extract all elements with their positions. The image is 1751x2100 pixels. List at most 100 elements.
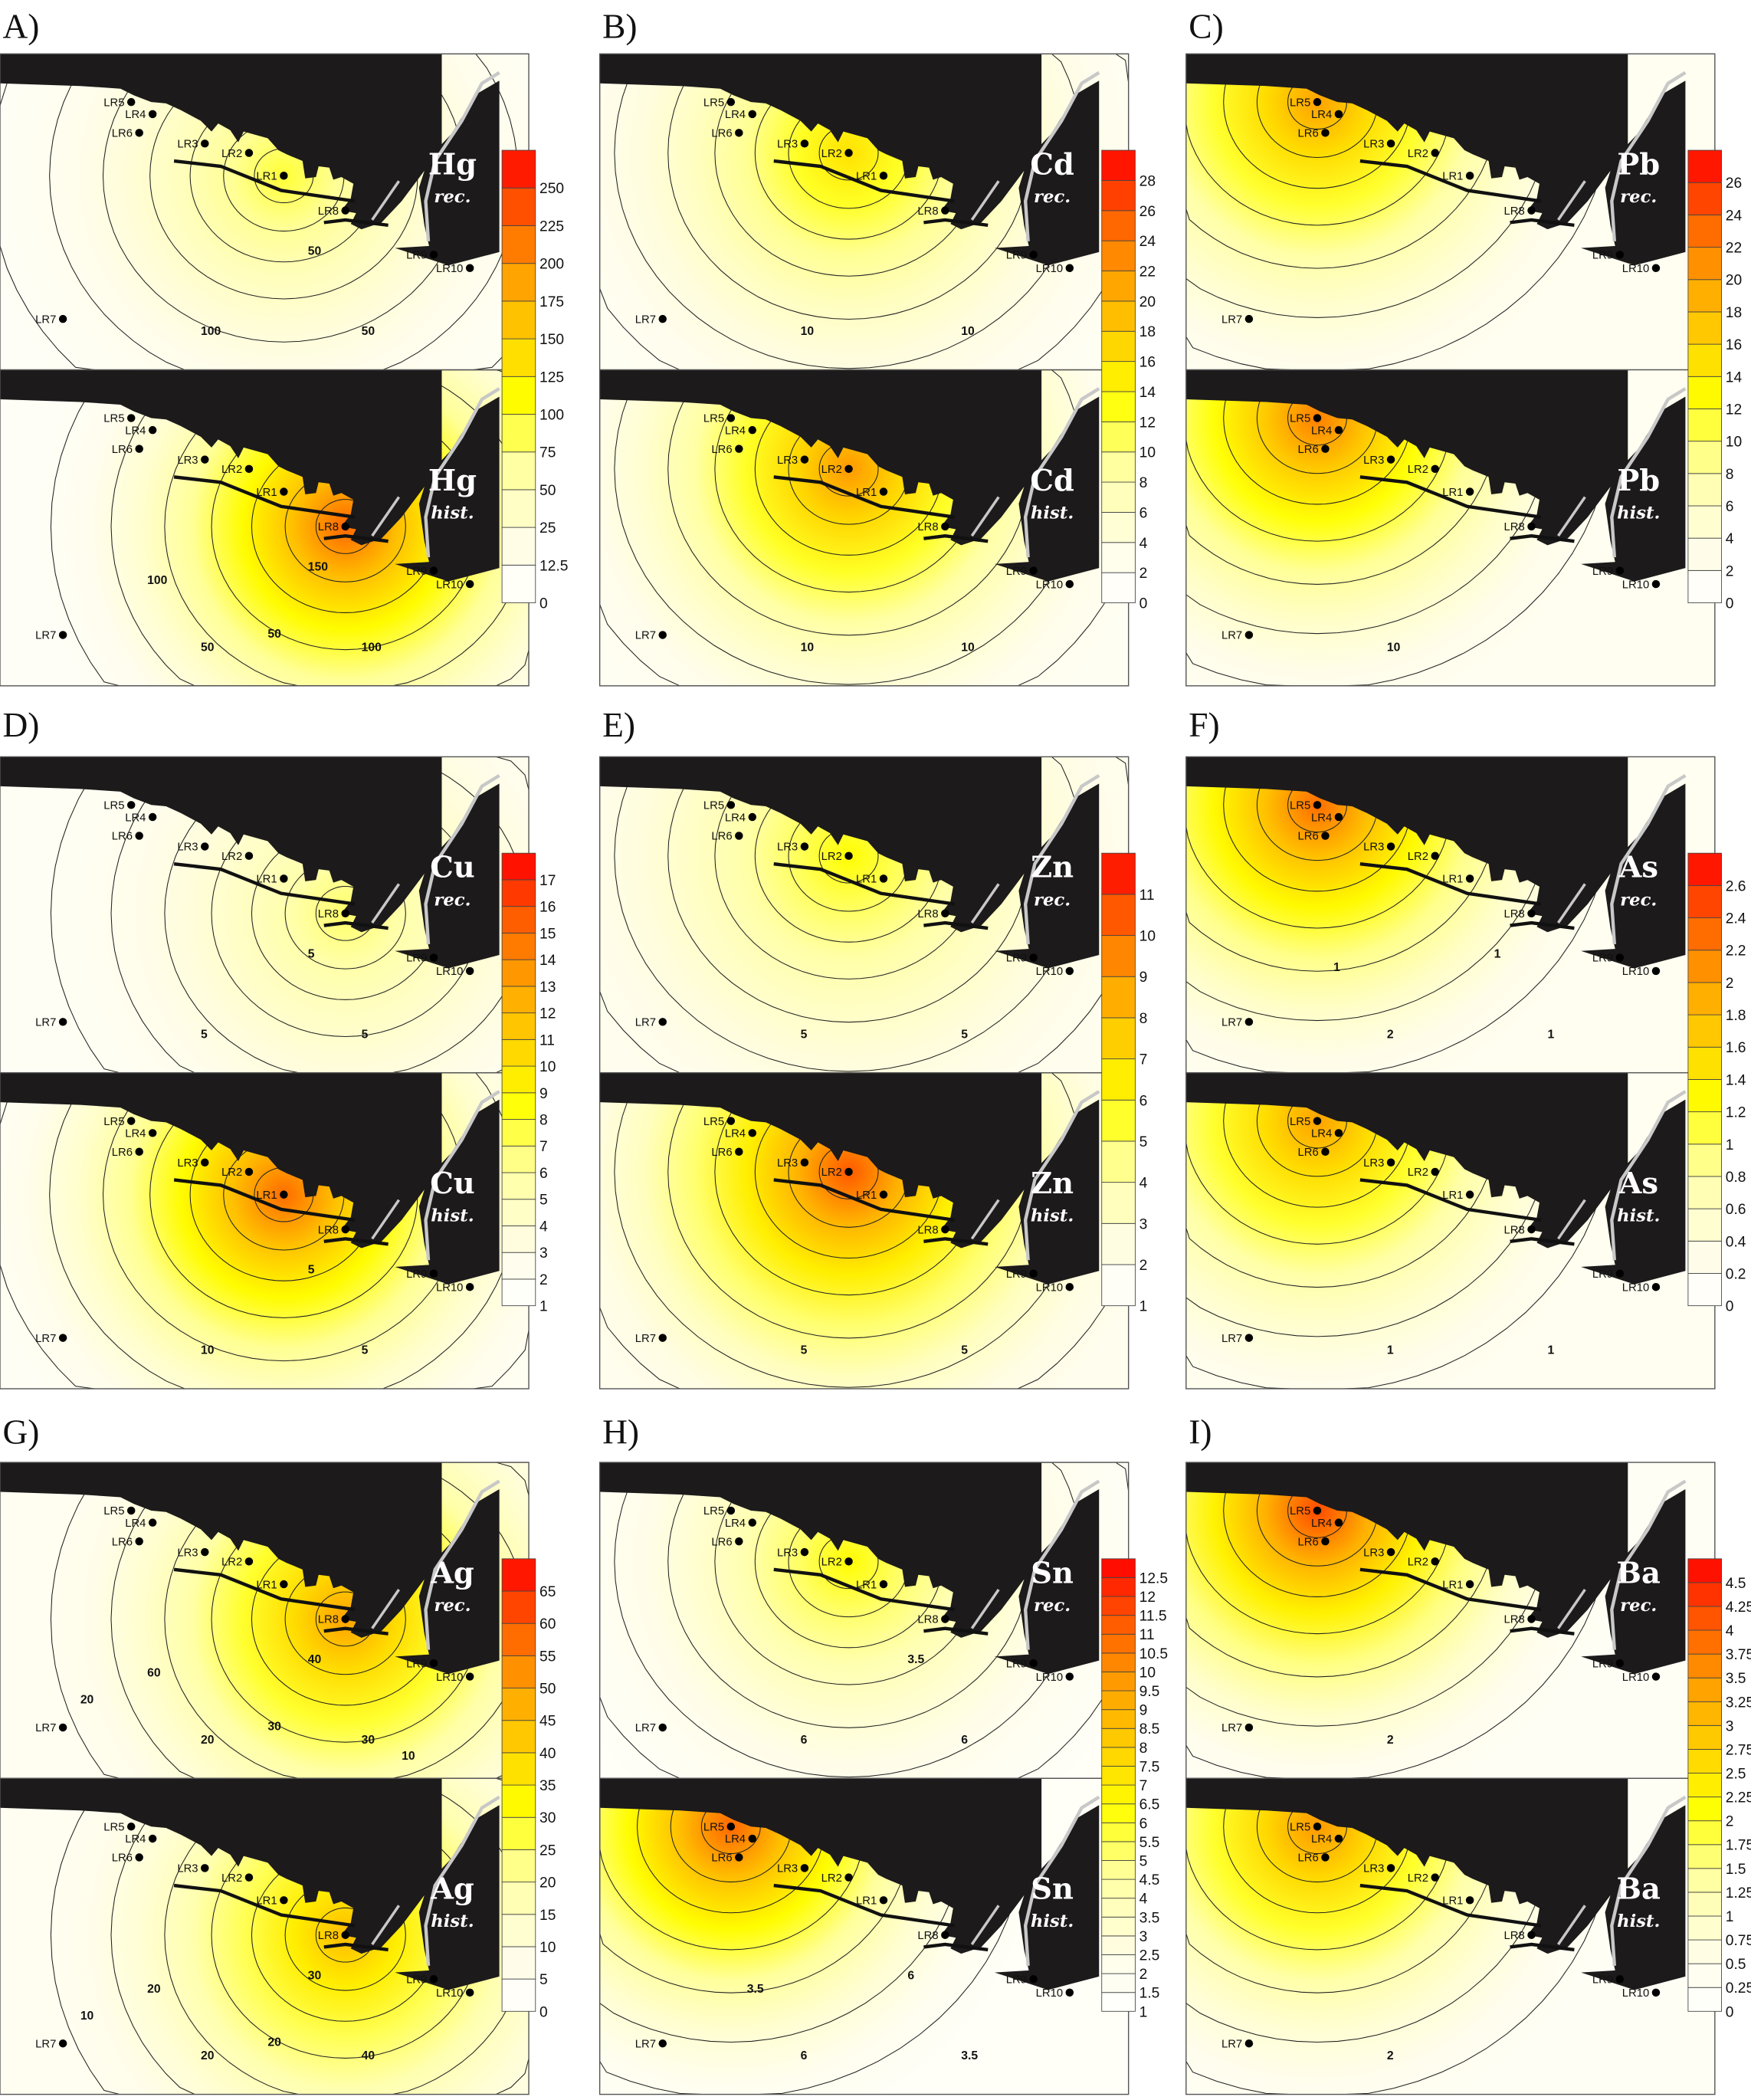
station-marker xyxy=(465,579,474,589)
element-label: Cu xyxy=(430,851,475,885)
colorbar-swatch xyxy=(1101,976,1136,1019)
station-marker xyxy=(748,425,757,435)
station-marker xyxy=(1065,1282,1074,1291)
colorbar-tick-label: 8 xyxy=(1139,475,1148,491)
colorbar-tick-label: 9 xyxy=(539,1086,548,1102)
station-label: LR8 xyxy=(318,908,339,920)
colorbar-swatch xyxy=(1687,982,1723,1016)
colorbar-swatch xyxy=(1101,1709,1136,1729)
station-marker xyxy=(244,1167,254,1176)
land-mass xyxy=(599,1462,1100,1675)
station-label: LR5 xyxy=(1290,413,1310,425)
contour-line xyxy=(667,369,1030,636)
station-marker xyxy=(726,1117,736,1125)
station-label: LR9 xyxy=(1592,566,1613,578)
colorbar-tick-label: 0.75 xyxy=(1726,1933,1751,1949)
colorbar-swatch xyxy=(1687,149,1723,183)
contour-line xyxy=(1185,1462,1452,1635)
station-marker xyxy=(1029,1975,1038,1984)
breakwater xyxy=(323,218,389,228)
station-marker xyxy=(879,1190,888,1199)
element-label: Ag xyxy=(430,1872,474,1907)
station-label: LR1 xyxy=(856,874,877,886)
contour-label: 5 xyxy=(308,947,315,960)
colorbar-tick-label: 12 xyxy=(1139,415,1156,431)
station-label: LR9 xyxy=(406,1974,427,1987)
station-label: LR10 xyxy=(1036,263,1063,275)
river xyxy=(1610,71,1687,241)
colorbar-swatch xyxy=(1101,361,1136,392)
station-marker xyxy=(844,1557,853,1566)
station-label: LR5 xyxy=(103,1821,124,1833)
station-marker xyxy=(941,1225,949,1234)
sample-type-label: hist. xyxy=(431,1206,474,1226)
breakwater xyxy=(173,475,356,519)
station-marker xyxy=(1386,1547,1395,1557)
station-label: LR6 xyxy=(711,128,732,140)
sample-type-label: hist. xyxy=(431,503,474,523)
colorbar-swatch xyxy=(1687,311,1723,345)
station-label: LR3 xyxy=(177,1547,198,1559)
station-label: LR10 xyxy=(1622,1281,1649,1294)
element-label: Hg xyxy=(428,148,477,182)
station-marker xyxy=(844,464,853,474)
station-marker xyxy=(465,1282,474,1291)
station-marker xyxy=(126,97,136,107)
station-marker xyxy=(1321,1537,1330,1546)
land-mass xyxy=(1185,1072,1686,1285)
station-label: LR5 xyxy=(103,1505,124,1518)
station-label: LR10 xyxy=(1036,1672,1063,1684)
colorbar-tick-label: 10 xyxy=(1139,1665,1156,1681)
colorbar-tick-label: 11.5 xyxy=(1139,1609,1167,1625)
station-marker xyxy=(1065,1988,1074,1997)
colorbar-tick-label: 9 xyxy=(1139,970,1148,986)
sample-type-label: rec. xyxy=(1620,1596,1657,1616)
colorbar-tick-label: 10 xyxy=(1139,929,1156,945)
station-marker xyxy=(1651,1672,1661,1681)
station-label: LR3 xyxy=(177,454,198,467)
colorbar-tick-label: 1 xyxy=(1726,1909,1734,1925)
station-marker xyxy=(1465,1580,1474,1589)
colorbar-swatch xyxy=(501,879,536,907)
station-marker xyxy=(879,172,888,180)
colorbar-tick-label: 2.6 xyxy=(1726,878,1746,894)
station-marker xyxy=(726,1506,736,1515)
element-label: Zn xyxy=(1031,1166,1074,1201)
station-marker xyxy=(1465,874,1474,883)
station-label: LR4 xyxy=(1311,425,1332,437)
station-label: LR10 xyxy=(1036,579,1063,591)
colorbar-swatch xyxy=(1101,1766,1136,1786)
station-label: LR7 xyxy=(1221,1722,1242,1734)
jetty xyxy=(1557,883,1586,924)
colorbar-swatch xyxy=(1101,1747,1136,1767)
colorbar-tick-label: 3.25 xyxy=(1726,1695,1751,1711)
contour-line xyxy=(1223,54,1412,189)
station-label: LR4 xyxy=(1311,1833,1332,1846)
station-marker xyxy=(280,1580,288,1589)
station-marker xyxy=(800,139,809,148)
station-label: LR1 xyxy=(1442,1895,1463,1908)
station-marker xyxy=(735,1537,743,1546)
contour-label: 20 xyxy=(201,1734,215,1747)
station-label: LR8 xyxy=(917,521,938,533)
station-label: LR5 xyxy=(1290,97,1310,109)
contour-label: 10 xyxy=(801,641,815,654)
colorbar-tick-label: 14 xyxy=(539,953,556,969)
breakwater xyxy=(173,1883,356,1928)
colorbar-swatch xyxy=(1101,1222,1136,1265)
station-marker xyxy=(658,631,667,639)
station-label: LR4 xyxy=(1311,1128,1332,1140)
station-marker xyxy=(735,445,743,453)
colorbar-tick-label: 0 xyxy=(1726,596,1734,612)
station-marker xyxy=(1465,1190,1474,1199)
station-marker xyxy=(1431,1557,1439,1566)
jetty xyxy=(1557,1905,1586,1945)
station-label: LR6 xyxy=(1298,1852,1319,1865)
contour-line xyxy=(714,369,983,593)
contour-line xyxy=(110,1778,530,2095)
